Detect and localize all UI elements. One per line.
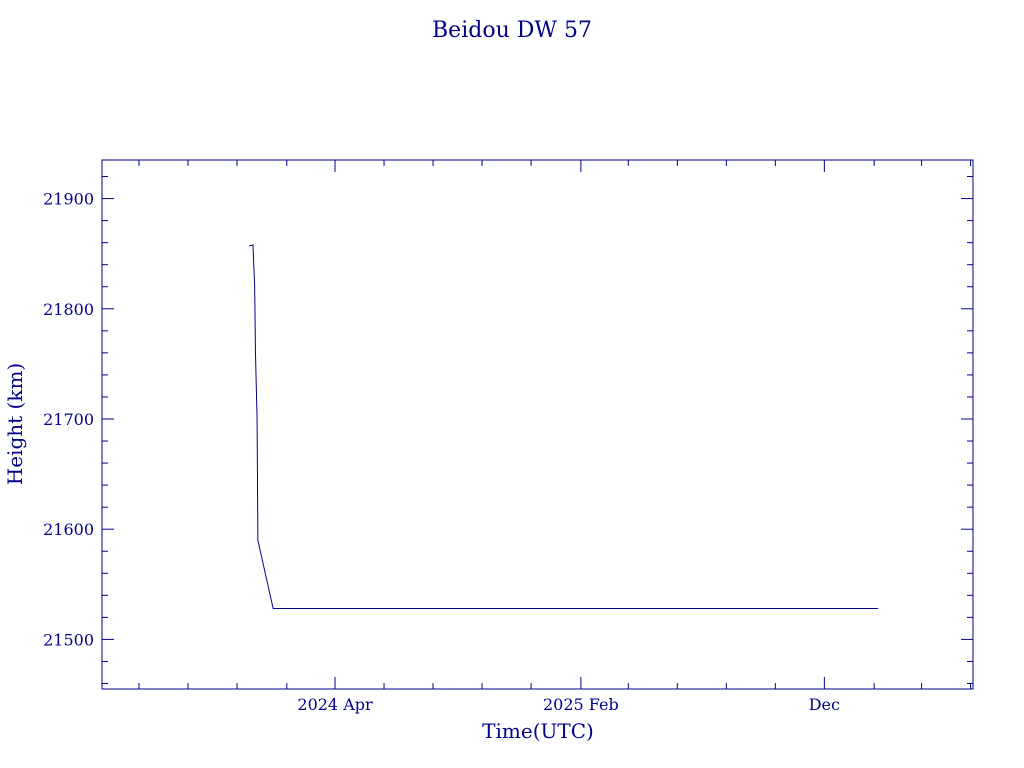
x-tick-label: Dec [809, 695, 840, 714]
plot-frame [101, 159, 974, 690]
series-layer [248, 244, 879, 610]
chart-title: Beidou DW 57 [432, 18, 592, 43]
y-axis: 21500 21600 21700 21800 21900 [43, 176, 973, 684]
y-tick-label: 21600 [43, 520, 94, 539]
x-tick-label: 2024 Apr [297, 695, 373, 714]
x-tick-label: 2025 Feb [543, 695, 619, 714]
series-line [248, 244, 879, 610]
y-tick-label: 21700 [43, 410, 94, 429]
x-axis-label: Time(UTC) [482, 719, 594, 743]
y-axis-label: Height (km) [3, 363, 27, 485]
y-tick-label: 21500 [43, 630, 94, 649]
y-tick-label: 21900 [43, 190, 94, 209]
y-tick-label: 21800 [43, 300, 94, 319]
x-axis: 2024 Apr 2025 Feb Dec [138, 160, 972, 714]
